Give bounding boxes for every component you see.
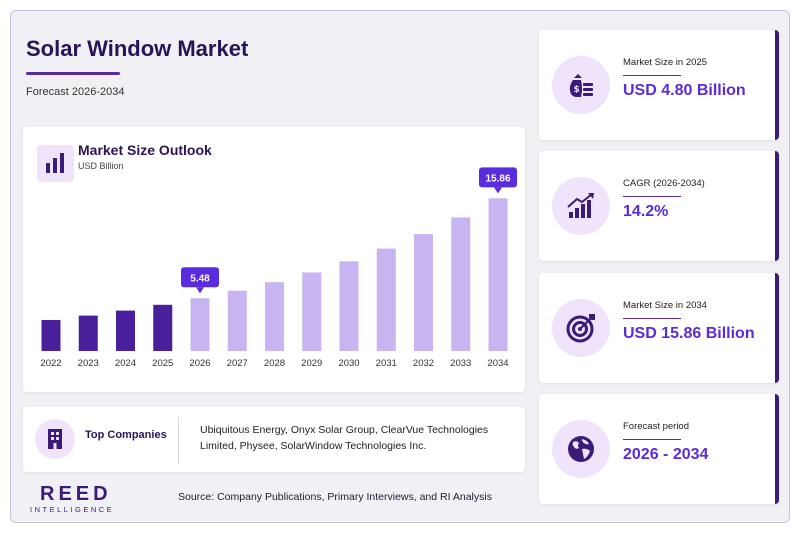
stat-card-forecast-period: Forecast period 2026 - 2034 — [539, 394, 779, 504]
x-tick-label: 2027 — [227, 358, 248, 369]
stat-label: Forecast period — [623, 421, 690, 432]
x-tick-label: 2025 — [152, 358, 173, 369]
stat-label: Market Size in 2025 — [623, 57, 707, 68]
bar-2032 — [414, 234, 433, 351]
bar-2034 — [488, 198, 508, 351]
stat-card-market-size-2034: Market Size in 2034 USD 15.86 Billion — [539, 273, 779, 383]
x-tick-label: 2026 — [189, 358, 210, 369]
title-underline — [26, 72, 120, 75]
bar-2022 — [41, 320, 61, 351]
bar-2031 — [376, 248, 396, 351]
x-tick-label: 2024 — [115, 358, 136, 369]
value-callout-label: 15.86 — [485, 173, 510, 184]
value-callout-label: 5.48 — [190, 273, 210, 284]
stat-divider — [623, 439, 681, 440]
x-tick-label: 2029 — [301, 358, 322, 369]
target-icon — [552, 299, 610, 357]
globe-icon — [552, 420, 610, 478]
page-title: Solar Window Market — [26, 36, 249, 61]
x-tick-label: 2022 — [40, 358, 61, 369]
page-subtitle: Forecast 2026-2034 — [26, 86, 125, 98]
x-tick-label: 2032 — [413, 358, 434, 369]
value-callout-2026: 5.48 — [181, 267, 219, 294]
bar-2033 — [451, 217, 471, 351]
growth-chart-icon — [552, 177, 610, 235]
stat-label: Market Size in 2034 — [623, 300, 707, 311]
building-icon — [35, 419, 75, 459]
chart-card: Market Size Outlook USD Billion 2022 2023… — [23, 127, 525, 392]
stat-card-market-size-2025: $ Market Size in 2025 USD 4.80 Billion — [539, 30, 779, 140]
stat-divider — [623, 318, 681, 319]
value-callout-2034: 15.86 — [479, 167, 517, 194]
companies-divider — [178, 417, 179, 464]
stat-card-cagr: CAGR (2026-2034) 14.2% — [539, 151, 779, 261]
bar-2026 — [190, 298, 210, 351]
stat-value: 14.2% — [623, 203, 669, 220]
bar-2029 — [302, 272, 322, 351]
x-tick-label: 2033 — [450, 358, 471, 369]
x-tick-label: 2023 — [78, 358, 99, 369]
top-companies-list: Ubiquitous Energy, Onyx Solar Group, Cle… — [200, 424, 489, 452]
bar-2023 — [78, 315, 98, 351]
top-companies-label: Top Companies — [85, 429, 167, 441]
svg-text:$: $ — [574, 85, 580, 95]
bar-2028 — [265, 282, 284, 351]
logo-subtext: INTELLIGENCE — [30, 505, 115, 514]
stat-value: 2026 - 2034 — [623, 446, 709, 463]
x-tick-label: 2030 — [338, 358, 359, 369]
x-tick-label: 2034 — [487, 358, 508, 369]
chart-title: Market Size Outlook — [78, 142, 212, 158]
bar-chart: 2022 2023 2024 2025 2026 2027 2028 2029 2030 2031… — [40, 167, 517, 369]
x-tick-label: 2028 — [264, 358, 285, 369]
bar-2025 — [153, 304, 173, 351]
bar-2027 — [227, 290, 247, 351]
x-tick-label: 2031 — [376, 358, 397, 369]
bar-2030 — [339, 261, 359, 351]
stat-label: CAGR (2026-2034) — [623, 178, 705, 189]
top-companies-card: Top Companies Ubiquitous Energy, Onyx So… — [23, 407, 525, 472]
bar-chart-icon — [37, 145, 74, 182]
stat-divider — [623, 75, 681, 76]
source-note: Source: Company Publications, Primary In… — [178, 491, 492, 503]
stat-value: USD 15.86 Billion — [623, 325, 755, 342]
stat-value: USD 4.80 Billion — [623, 82, 746, 99]
chart-unit-label: USD Billion — [78, 161, 124, 171]
stat-divider — [623, 196, 681, 197]
logo-wordmark: REED — [40, 483, 112, 505]
money-bag-icon: $ — [552, 56, 610, 114]
bar-2024 — [116, 310, 135, 351]
